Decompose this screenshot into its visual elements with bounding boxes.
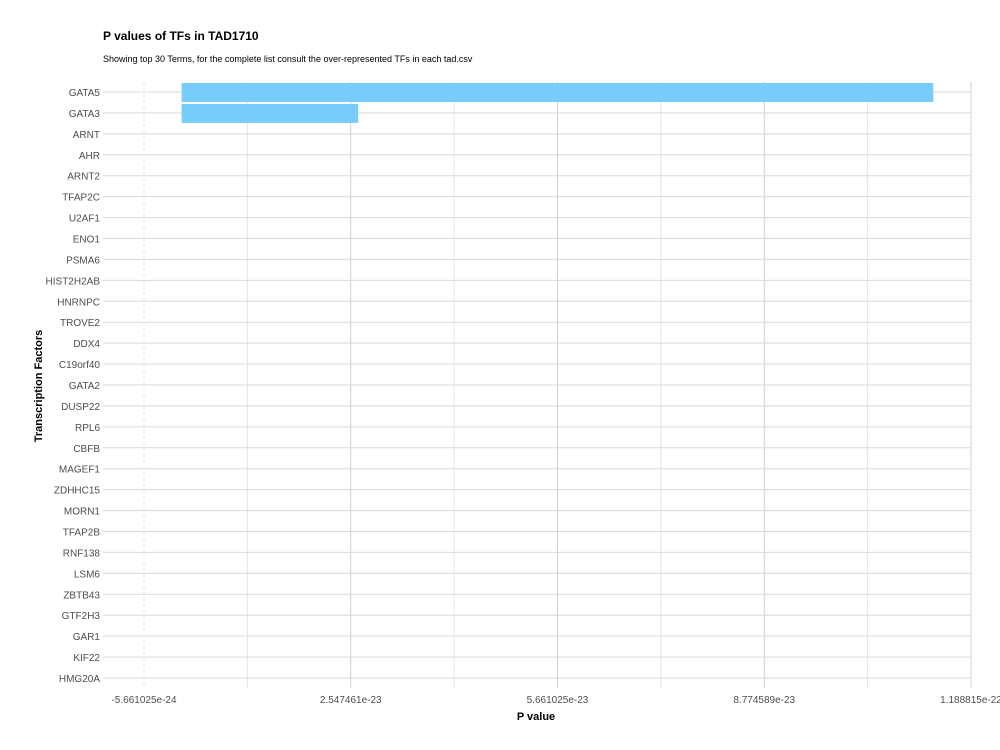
y-tick-label: TROVE2 [60,318,100,329]
y-tick-label: U2AF1 [69,214,101,225]
y-tick-label: DUSP22 [61,402,100,413]
bar-gata3 [181,103,359,123]
bars [181,83,934,123]
y-tick-label: KIF22 [73,653,100,664]
y-axis-title: Transcription Factors [33,330,45,442]
x-tick-label: 5.661025e-23 [527,695,589,706]
y-tick-label: GAR1 [73,632,101,643]
y-tick-label: RNF138 [63,548,101,559]
x-tick-label: -5.661025e-24 [111,695,176,706]
y-tick-label: DDX4 [73,339,100,350]
y-tick-label: CBFB [73,444,100,455]
y-tick-label: PSMA6 [66,255,100,266]
y-tick-label: ARNT2 [67,172,100,183]
y-tick-label: RPL6 [75,423,100,434]
grid [103,82,972,688]
y-tick-label: TFAP2C [62,193,100,204]
chart-subtitle: Showing top 30 Terms, for the complete l… [103,54,473,64]
y-tick-label: ZDHHC15 [54,486,101,497]
y-tick-label: HIST2H2AB [46,276,101,287]
x-tick-label: 2.547461e-23 [320,695,382,706]
y-tick-label: GATA2 [69,381,101,392]
chart-title: P values of TFs in TAD1710 [103,29,259,43]
y-tick-label: AHR [79,151,100,162]
y-tick-label: LSM6 [74,569,101,580]
y-tick-label: GATA3 [69,109,101,120]
y-tick-label: TFAP2B [63,528,101,539]
y-tick-label: HNRNPC [57,297,100,308]
y-tick-label: ARNT [73,130,100,141]
y-tick-labels: GATA5 GATA3 ARNT AHR ARNT2 TFAP2C U2AF1 ENO1 PSM… [46,88,101,685]
x-tick-labels: -5.661025e-24 2.547461e-23 5.661025e-23 8.7… [111,695,1000,706]
y-tick-label: GATA5 [69,88,101,99]
y-tick-label: ZBTB43 [63,590,100,601]
y-tick-label: MORN1 [64,507,101,518]
y-tick-label: C19orf40 [59,360,101,371]
y-tick-label: MAGEF1 [59,465,101,476]
bar-gata5 [181,83,934,102]
x-tick-label: 1.188815e-22 [940,695,1000,706]
y-tick-label: HMG20A [59,674,100,685]
y-tick-label: GTF2H3 [62,611,101,622]
x-tick-label: 8.774589e-23 [733,695,795,706]
x-axis-title: P value [517,711,555,723]
y-tick-label: ENO1 [73,235,101,246]
